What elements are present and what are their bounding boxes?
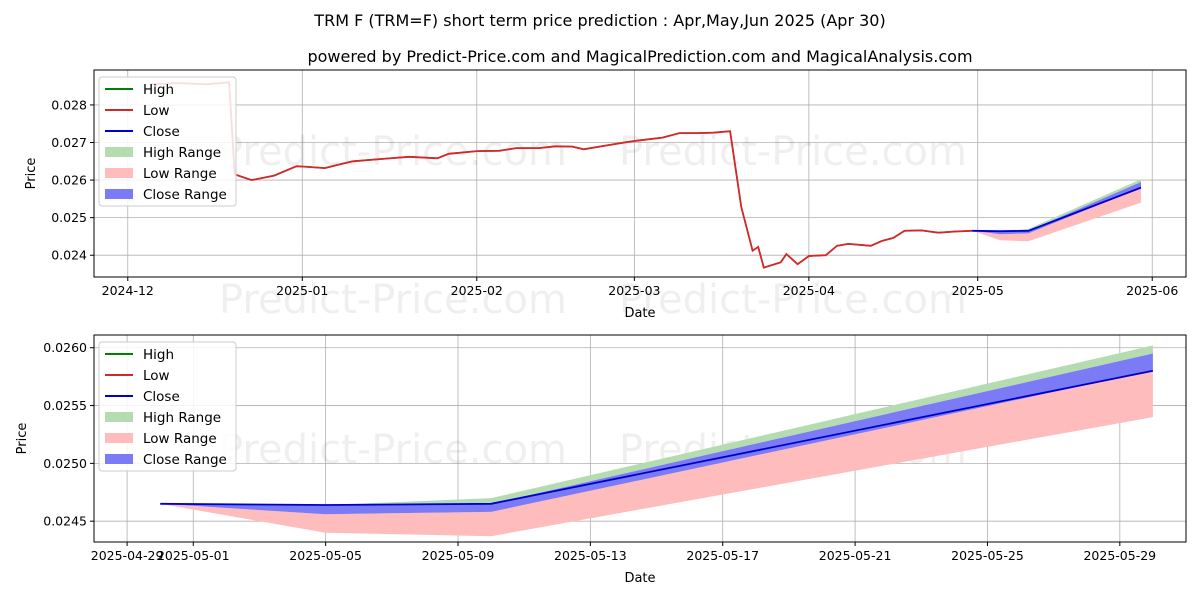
plot-area (160, 345, 1154, 537)
low-range-band (160, 370, 1153, 537)
axes-frame (93, 334, 1187, 543)
x-tick-label: 2025-03 (608, 283, 660, 298)
y-tick-label: 0.0260 (43, 340, 87, 355)
legend-label: High Range (143, 410, 221, 426)
x-tick-label: 2025-05-17 (686, 548, 759, 563)
x-tick-label: 2025-01 (276, 283, 328, 298)
legend-label: High (143, 82, 174, 98)
legend-label: Close (143, 389, 180, 405)
y-tick-label: 0.0250 (43, 456, 87, 471)
x-tick-label: 2025-02 (451, 283, 503, 298)
legend-patch-high-range (105, 412, 133, 422)
x-tick-label: 2025-05-05 (289, 548, 362, 563)
y-axis-label: Price (15, 423, 30, 455)
x-tick-label: 2024-12 (102, 283, 154, 298)
legend-patch-high-range (105, 147, 133, 157)
x-tick-label: 2025-06 (1126, 283, 1178, 298)
chart-title: TRM F (TRM=F) short term price predictio… (313, 11, 885, 30)
legend-box (98, 341, 237, 472)
x-tick-label: 2025-05-29 (1083, 548, 1156, 563)
legend-label: Low Range (143, 431, 217, 447)
watermark-text: Predict-Price.com (619, 277, 967, 323)
close-forecast-line (160, 369, 1154, 506)
chart-panel-top: Predict-Price.com Predict-Price.com Predic… (24, 69, 1187, 323)
x-tick-label: 2025-05-25 (951, 548, 1024, 563)
chart-subtitle: powered by Predict-Price.com and Magical… (307, 47, 972, 66)
legend-patch-low-range (105, 168, 133, 178)
x-tick-label: 2025-05 (952, 283, 1004, 298)
low-range-band (972, 187, 1141, 242)
y-tick-label: 0.024 (51, 248, 87, 263)
x-tick-label: 2025-05-01 (157, 548, 230, 563)
grid-lines (94, 70, 1186, 277)
y-tick-label: 0.028 (51, 97, 87, 112)
legend: High Low Close High Range Low Range Close Ran… (98, 76, 237, 207)
x-axis-label: Date (624, 306, 655, 321)
legend-label: Low Range (143, 166, 217, 182)
axes-frame (93, 69, 1187, 278)
x-axis-label: Date (624, 571, 655, 586)
legend-label: Close (143, 124, 180, 140)
x-tick-label: 2025-05-09 (422, 548, 495, 563)
chart-panel-bottom: Predict-Price.comPredict-Price.com2025-0… (15, 334, 1187, 586)
x-tick-label: 2025-04-29 (91, 548, 164, 563)
low-history-line (150, 81, 973, 269)
legend: High Low Close High Range Low Range Close Ran… (98, 341, 237, 472)
y-tick-label: 0.026 (51, 173, 87, 188)
legend-patch-low-range (105, 433, 133, 443)
y-tick-label: 0.0245 (43, 514, 87, 529)
close-forecast-line (972, 186, 1142, 233)
plot-area (150, 81, 1142, 269)
legend-label: Low (143, 103, 170, 119)
legend-patch-close-range (105, 454, 133, 464)
y-axis-label: Price (24, 158, 39, 190)
legend-label: High Range (143, 145, 221, 161)
y-tick-label: 0.0255 (43, 398, 87, 413)
legend-label: Low (143, 368, 170, 384)
watermark-text: Predict-Price.com (219, 427, 567, 473)
watermark-text: Predict-Price.com (219, 129, 567, 175)
legend-label: High (143, 347, 174, 363)
y-tick-label: 0.027 (51, 135, 87, 150)
legend-label: Close Range (143, 187, 227, 203)
x-tick-label: 2025-05-13 (554, 548, 627, 563)
x-tick-label: 2025-05-21 (819, 548, 892, 563)
watermark-text: Predict-Price.com (619, 129, 967, 175)
legend-box (98, 76, 237, 207)
legend-patch-close-range (105, 189, 133, 199)
watermark-text: Predict-Price.com (219, 277, 567, 323)
legend-label: Close Range (143, 452, 227, 468)
y-tick-label: 0.025 (51, 210, 87, 225)
x-tick-label: 2025-04 (783, 283, 835, 298)
